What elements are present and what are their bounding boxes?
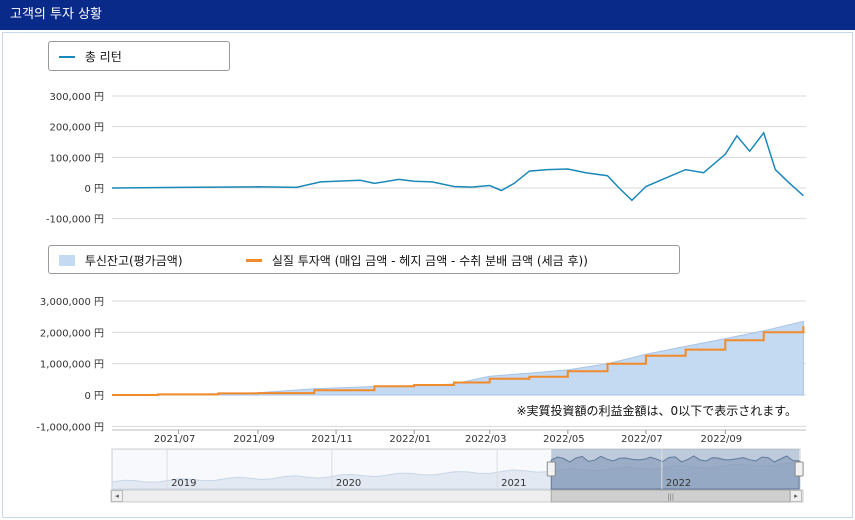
navigator-year-label: 2020 <box>336 478 361 489</box>
chart-panel <box>2 32 853 518</box>
series-line-invested <box>112 326 805 396</box>
legend-total-return: 총 리턴 <box>48 41 230 71</box>
legend-label-total-return: 총 리턴 <box>84 50 122 64</box>
y-tick-label: -100,000 円 <box>46 215 104 226</box>
legend-orange-swatch <box>246 259 262 262</box>
y-tick-label: 300,000 円 <box>49 92 104 103</box>
series-line-total-return <box>111 131 804 202</box>
navigator-year-label: 2021 <box>501 478 526 489</box>
x-tick-label: 2022/05 <box>543 434 585 445</box>
x-tick-label: 2021/07 <box>154 434 196 445</box>
y-tick-label: 0 円 <box>84 184 104 195</box>
scroll-right-button[interactable]: ▸ <box>790 490 802 502</box>
x-tick-label: 2021/09 <box>233 434 275 445</box>
y-tick-label: -1,000,000 円 <box>36 422 104 433</box>
x-tick-label: 2022/07 <box>621 434 663 445</box>
legend-balance: 투신잔고(평가금액) 실질 투자액 (매입 금액 - 헤지 금액 - 수취 분배… <box>48 245 680 274</box>
scroll-left-button[interactable]: ◂ <box>111 490 123 502</box>
annotation-text: ※実質投資額の利益金額は、0以下で表示されます。 <box>517 403 798 418</box>
page-title: 고객의 투자 상황 <box>10 7 102 22</box>
x-tick-label: 2021/11 <box>311 434 353 445</box>
scrollbar-grip: ||| <box>667 493 674 501</box>
y-tick-label: 3,000,000 円 <box>40 297 104 308</box>
navigator-handle-left[interactable] <box>546 461 556 477</box>
x-tick-label: 2022/03 <box>465 434 507 445</box>
y-tick-label: 2,000,000 円 <box>40 328 104 339</box>
y-tick-label: 1,000,000 円 <box>40 360 104 371</box>
x-tick-label: 2022/09 <box>701 434 743 445</box>
scrollbar-thumb[interactable] <box>550 489 791 503</box>
navigator-year-label: 2022 <box>666 478 691 489</box>
legend-label-balance: 투신잔고(평가금액) <box>84 254 183 268</box>
y-tick-label: 200,000 円 <box>49 123 104 134</box>
navigator-handle-right[interactable] <box>794 461 804 477</box>
y-tick-label: 100,000 円 <box>49 153 104 164</box>
navigator-year-label: 2019 <box>171 478 196 489</box>
x-tick-label: 2022/01 <box>389 434 431 445</box>
header-bar: 고객의 투자 상황 <box>0 0 855 30</box>
legend-line-swatch <box>59 55 75 58</box>
legend-area-swatch <box>59 255 75 266</box>
legend-label-invested: 실질 투자액 (매입 금액 - 헤지 금액 - 수취 분배 금액 (세금 후)) <box>271 254 588 268</box>
y-tick-label: 0 円 <box>84 391 104 402</box>
navigator-selected-series <box>550 455 800 490</box>
